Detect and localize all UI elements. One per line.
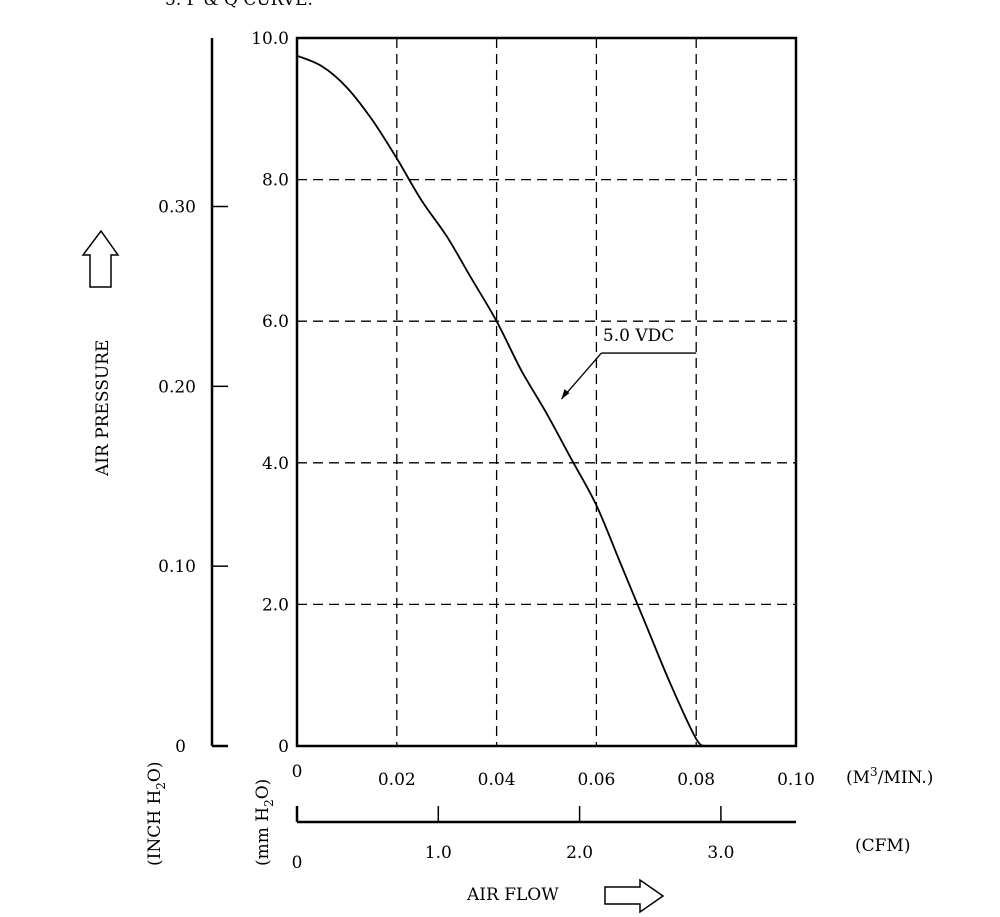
y-tick-label-inch: 0.30 [158, 198, 196, 218]
right-arrow-icon [604, 878, 665, 914]
x-axis-title: AIR FLOW [466, 885, 559, 905]
y-axis-title: AIR PRESSURE [93, 340, 113, 477]
up-arrow-icon [81, 229, 120, 288]
plot-frame [295, 36, 798, 748]
series-line-0 [296, 54, 707, 747]
y-tick-label-mm: 4.0 [262, 454, 289, 474]
annotation-leader [560, 352, 602, 400]
x-tick-label-m3: 0.02 [378, 770, 416, 790]
x-tick-label-m3: 0 [292, 762, 303, 782]
x-tick-label-cfm: 0 [292, 853, 303, 873]
y-tick-label-mm: 0 [278, 737, 289, 757]
y-axis-inch: 0 0.10 0.20 0.30 [158, 38, 228, 757]
annotation-arrowhead [561, 389, 570, 400]
y-tick-label-inch: 0 [175, 737, 186, 757]
x-tick-label-cfm: 3.0 [707, 843, 734, 863]
x-tick-label-m3: 0.04 [478, 770, 516, 790]
y-tick-label-inch: 0.20 [158, 377, 196, 397]
y-tick-label-mm: 8.0 [262, 171, 289, 191]
y-axis-unit-inch: (INCH H2O) [145, 761, 168, 866]
x-axis-unit-m3: (M3/MIN.) [846, 765, 933, 788]
x-tick-label-m3: 0.06 [577, 770, 615, 790]
grid-lines [297, 38, 796, 746]
x-tick-label-cfm: 1.0 [425, 843, 452, 863]
y-tick-label-mm: 6.0 [262, 312, 289, 332]
x-tick-label-cfm: 2.0 [566, 843, 593, 863]
x-axis-unit-cfm: (CFM) [855, 836, 910, 856]
y-axis-mm-ticks: 0 2.0 4.0 6.0 8.0 10.0 [251, 29, 289, 757]
chart-title-fragment: 5. P & Q CURVE. [165, 0, 313, 10]
annotation-label: 5.0 VDC [603, 326, 674, 346]
y-tick-label-mm: 10.0 [251, 29, 289, 49]
x-axis-cfm: 0 1.0 2.0 3.0 [292, 806, 796, 873]
x-axis-m3-ticks: 0 0.02 0.04 0.06 0.08 0.10 [292, 762, 815, 790]
y-tick-label-inch: 0.10 [158, 557, 196, 577]
x-tick-label-m3: 0.08 [677, 770, 715, 790]
y-axis-unit-mm: (mm H2O) [253, 779, 276, 866]
x-tick-label-m3: 0.10 [777, 770, 815, 790]
y-tick-label-mm: 2.0 [262, 595, 289, 615]
curve-layer: 5.0 VDC [296, 54, 707, 747]
